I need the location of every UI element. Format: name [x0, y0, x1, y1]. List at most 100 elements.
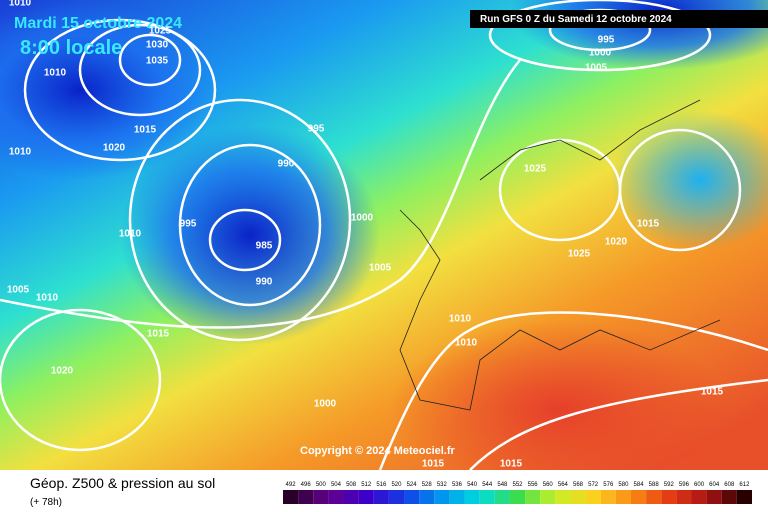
colorbar-label: 556: [528, 482, 539, 488]
colorbar-swatch: [419, 490, 435, 504]
colorbar-swatch: [615, 490, 631, 504]
colorbar-label: 528: [422, 482, 433, 488]
isobar-label: 1015: [134, 125, 157, 136]
colorbar-label: 576: [603, 482, 614, 488]
colorbar-label: 568: [573, 482, 584, 488]
isobar-label: 1010: [36, 293, 59, 304]
isobar-label: 1020: [103, 143, 126, 154]
colorbar-label: 600: [694, 482, 705, 488]
colorbar-label: 592: [664, 482, 675, 488]
colorbar-label: 508: [346, 482, 357, 488]
colorbar-label: 512: [361, 482, 372, 488]
isobar-label: 1010: [449, 314, 472, 325]
colorbar-swatch: [540, 490, 556, 504]
colorbar-swatch: [328, 490, 344, 504]
colorbar-swatch: [298, 490, 314, 504]
colorbar-swatch: [479, 490, 495, 504]
colorbar-label: 612: [739, 482, 750, 488]
isobar-label: 1010: [9, 0, 32, 9]
isobar-label: 1025: [568, 249, 591, 260]
legend-title: Géop. Z500 & pression au sol: [30, 475, 215, 491]
colorbar-swatch: [283, 490, 299, 504]
colorbar-swatch: [358, 490, 374, 504]
colorbar-swatch: [721, 490, 737, 504]
isobar-label: 1015: [637, 219, 660, 230]
colorbar-swatch: [585, 490, 601, 504]
colorbar-label: 548: [497, 482, 508, 488]
colorbar-label: 564: [558, 482, 569, 488]
isobars: [0, 0, 768, 470]
isobar-label: 1010: [44, 68, 67, 79]
isobar-label: 1010: [119, 229, 142, 240]
colorbar-label: 492: [286, 482, 297, 488]
cold-area: [610, 110, 768, 250]
colorbar-label: 544: [482, 482, 493, 488]
colorbar-swatch: [313, 490, 329, 504]
colorbar-swatch: [691, 490, 707, 504]
isobar-label: 1005: [585, 63, 608, 74]
colorbar-swatch: [736, 490, 752, 504]
colorbar-label: 560: [543, 482, 554, 488]
isobar-label: 1000: [314, 399, 337, 410]
low-area: [120, 125, 380, 345]
warm-area: [390, 320, 730, 500]
colorbar-label: 500: [316, 482, 327, 488]
isobar-label: 1025: [524, 164, 547, 175]
colorbar-swatch: [630, 490, 647, 504]
copyright: Copyright © 2024 Meteociel.fr: [300, 445, 456, 457]
isobar-label: 1005: [7, 285, 30, 296]
low-area: [0, 0, 220, 180]
isobar-label: 1015: [500, 459, 523, 470]
isobar-label: 995: [308, 124, 325, 135]
colorbar-label: 496: [301, 482, 312, 488]
colorbar-label: 520: [391, 482, 402, 488]
isobar-label: 990: [256, 277, 273, 288]
isobar-label: 1010: [9, 147, 32, 158]
colorbar-label: 584: [634, 482, 645, 488]
isobar-label: 985: [256, 241, 273, 252]
isobar-label: 1025: [149, 26, 172, 37]
colorbar-label: 536: [452, 482, 463, 488]
isobar-label: 1000: [351, 213, 374, 224]
colorbar-label: 516: [376, 482, 387, 488]
isobar-label: 995: [180, 219, 197, 230]
isobar-label: 1030: [146, 40, 169, 51]
isobar-label: 1035: [146, 56, 169, 67]
colorbar-label: 552: [512, 482, 523, 488]
colorbar-label: 524: [407, 482, 418, 488]
colorbar-swatch: [706, 490, 722, 504]
isobar-label: 1005: [369, 263, 392, 274]
colorbar-swatch: [388, 490, 405, 504]
colorbar-swatch: [661, 490, 677, 504]
colorbar-swatch: [343, 490, 359, 504]
isobar-label: 1015: [701, 387, 724, 398]
colorbar-swatch: [600, 490, 616, 504]
colorbar-swatch: [404, 490, 420, 504]
isobar-label: 1015: [147, 329, 170, 340]
colorbar-swatch: [676, 490, 692, 504]
isobar-label: 1000: [589, 48, 612, 59]
run-info: Run GFS 0 Z du Samedi 12 octobre 2024: [480, 14, 672, 25]
colorbar-label: 504: [331, 482, 342, 488]
colorbar-swatch: [555, 490, 571, 504]
coastlines: [399, 99, 721, 411]
colorbar-swatch: [525, 490, 541, 504]
colorbar-label: 580: [618, 482, 629, 488]
isobar-label: 1020: [605, 237, 628, 248]
colorbar-swatch: [570, 490, 586, 504]
isobar-label: 1010: [455, 338, 478, 349]
colorbar-swatch: [509, 490, 526, 504]
colorbar-label: 604: [709, 482, 720, 488]
colorbar-swatch: [464, 490, 480, 504]
isobar-label: 990: [278, 159, 295, 170]
colorbar-label: 588: [649, 482, 660, 488]
isobar-label: 995: [598, 35, 615, 46]
colorbar-swatch: [646, 490, 662, 504]
valid-time: 8:00 locale: [20, 37, 122, 59]
colorbar-swatch: [449, 490, 465, 504]
colorbar-label: 608: [724, 482, 735, 488]
valid-date: Mardi 15 octobre 2024: [14, 15, 182, 32]
colorbar-swatch: [434, 490, 450, 504]
colorbar-swatch: [494, 490, 510, 504]
